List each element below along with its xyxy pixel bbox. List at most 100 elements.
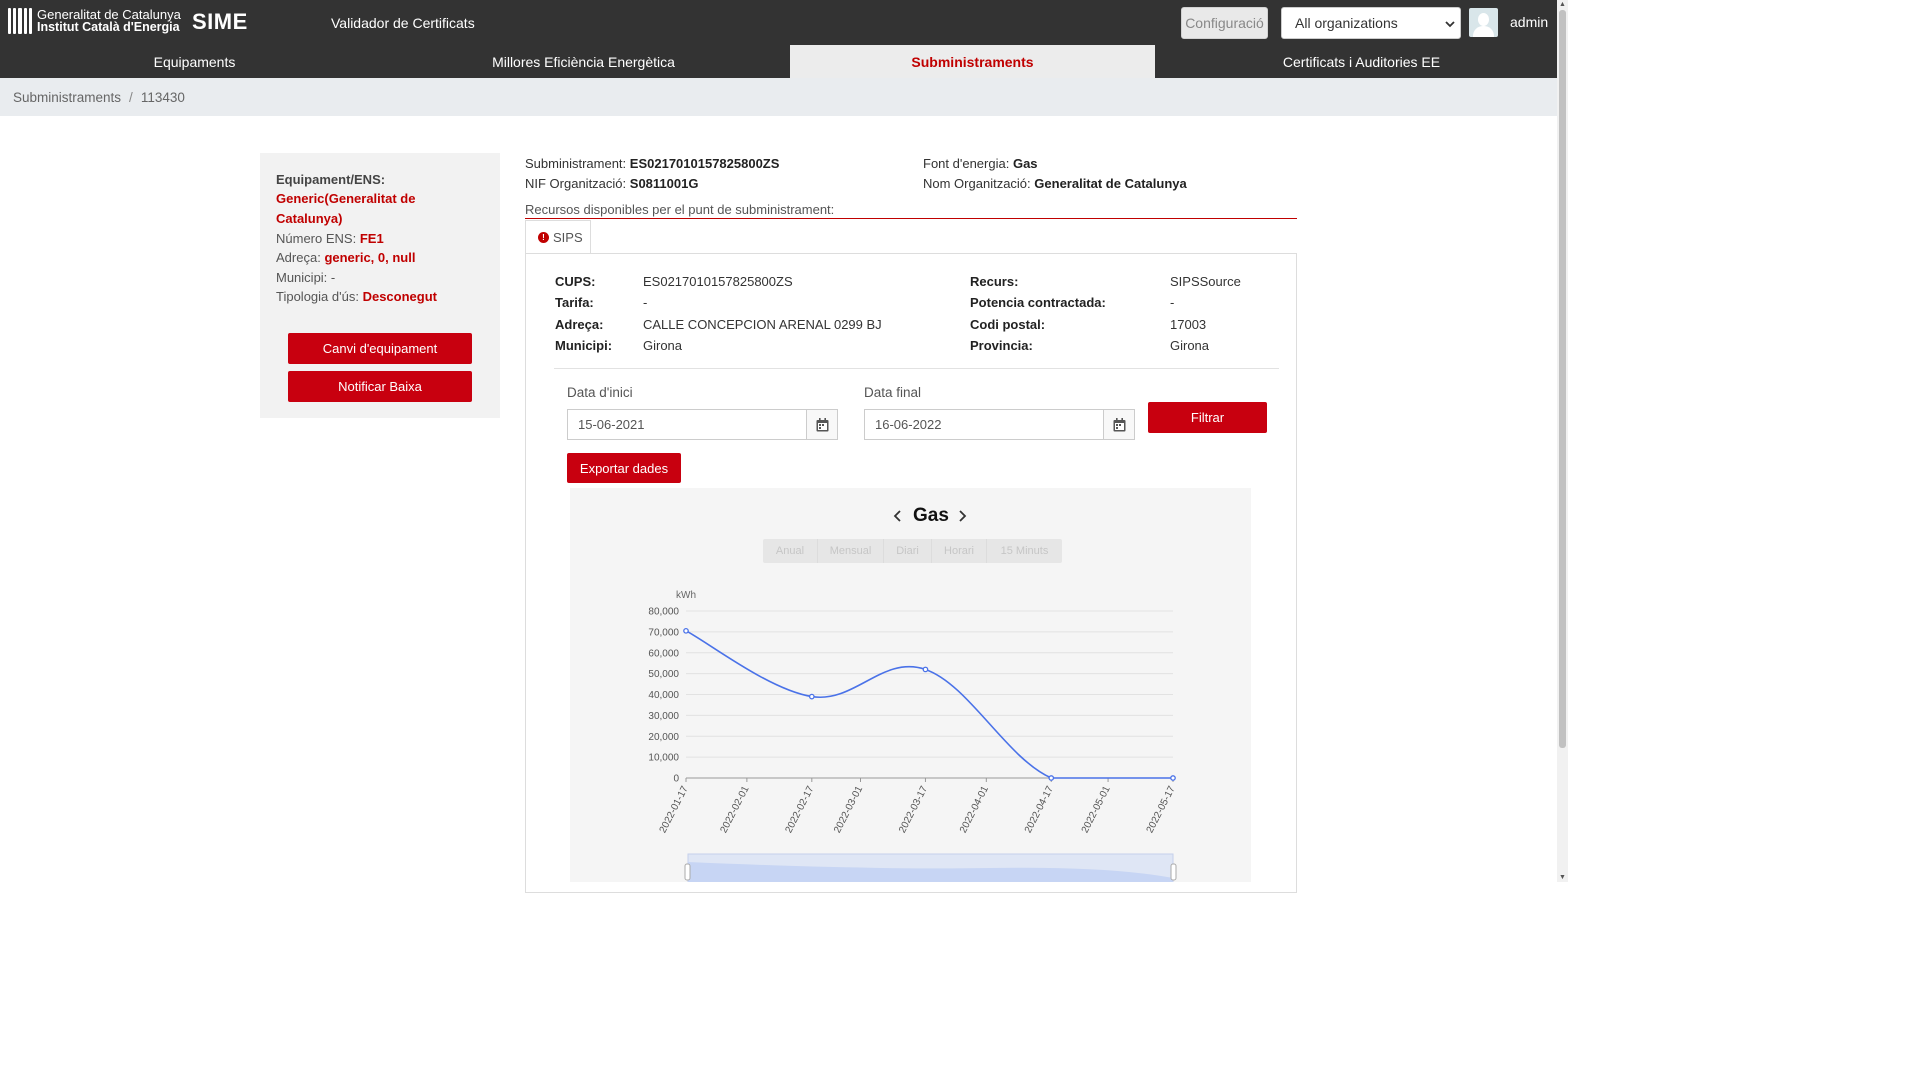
scroll-down-icon[interactable]: ▼	[1559, 874, 1566, 881]
x-tick-label: 2022-03-17	[897, 784, 930, 835]
ens-label: Número ENS:	[276, 231, 357, 246]
tab-equipaments[interactable]: Equipaments	[153, 53, 236, 70]
y-tick-label: 50,000	[648, 669, 679, 680]
tarifa-value: -	[643, 295, 648, 310]
line-chart: 0 10,000 20,000 30,000 40,000 50,000 60,000 70,…	[648, 590, 1178, 882]
change-equipment-button[interactable]: Canvi d'equipament	[288, 333, 472, 364]
tab-certificats[interactable]: Certificats i Auditories EE	[1282, 53, 1441, 70]
cups-label: CUPS:	[555, 274, 596, 289]
equipment-panel: Equipament/ENS: Generic(Generalitat de C…	[260, 153, 500, 418]
scroll-up-icon[interactable]: ▲	[1559, 1, 1566, 8]
provincia-value: Girona	[1170, 338, 1210, 353]
x-tick-label: 2022-02-17	[783, 784, 816, 835]
chart-title: Gas	[913, 505, 949, 526]
page-scrollbar[interactable]: ▲ ▼	[1557, 0, 1568, 882]
y-tick-label: 30,000	[648, 711, 679, 722]
resources-title: Recursos disponibles per el punt de subm…	[525, 202, 1297, 219]
organization-label: Nom Organització:	[923, 176, 1031, 191]
logo-line2: Institut Català d'Energia	[37, 20, 180, 34]
equipment-name-line2: Catalunya)	[276, 211, 343, 226]
energy-source-label: Font d'energia:	[923, 156, 1010, 171]
energy-source-row: Font d'energia: Gas	[923, 156, 1038, 171]
tipologia-value: Desconegut	[362, 289, 437, 304]
tipologia-label: Tipologia d'ús:	[276, 289, 359, 304]
start-date-calendar-button[interactable]	[806, 409, 838, 440]
x-tick-label: 2022-03-01	[832, 784, 865, 835]
export-data-button[interactable]: Exportar dades	[567, 453, 681, 483]
granularity-anual-button[interactable]: Anual	[763, 539, 818, 563]
y-tick-label: 80,000	[648, 607, 679, 618]
nif-value: S0811001G	[629, 176, 699, 191]
tarifa-label: Tarifa:	[555, 295, 594, 310]
data-point	[683, 627, 689, 634]
x-tick-label: 2022-01-17	[658, 784, 691, 835]
app-subtitle[interactable]: Validador de Certificats	[331, 15, 475, 31]
municipi-detail-value: Girona	[643, 338, 683, 353]
supply-value: ES0217010157825800ZS	[629, 156, 780, 171]
start-date-label: Data d'inici	[567, 385, 633, 400]
organization-select[interactable]: All organizations	[1281, 7, 1461, 39]
start-date-input[interactable]: 15-06-2021	[567, 409, 807, 440]
zoom-slider-handle-left	[684, 863, 691, 881]
municipi-detail-label: Municipi:	[555, 338, 613, 353]
user-avatar[interactable]	[1469, 8, 1498, 37]
x-tick-label: 2022-04-01	[958, 784, 991, 835]
zoom-slider-preview	[688, 862, 1173, 882]
end-date-input[interactable]: 16-06-2022	[864, 409, 1104, 440]
data-point	[808, 693, 815, 700]
app-name[interactable]: SIME	[192, 9, 248, 34]
tab-sips-label: SIPS	[553, 230, 583, 245]
data-point	[922, 666, 929, 673]
calendar-icon	[816, 417, 828, 431]
address-value: generic, 0, null	[324, 250, 416, 265]
breadcrumb-separator: /	[129, 89, 133, 105]
granularity-mensual-button[interactable]: Mensual	[818, 539, 884, 563]
notify-removal-button[interactable]: Notificar Baixa	[288, 371, 472, 402]
config-button[interactable]: Configuració	[1181, 7, 1268, 39]
breadcrumb: Subministraments / 113430	[0, 78, 1557, 116]
cups-value: ES0217010157825800ZS	[643, 274, 793, 289]
supply-label: Subministrament:	[525, 156, 627, 171]
chevron-down-icon	[1445, 21, 1455, 28]
tab-sips[interactable]: ! SIPS	[525, 220, 591, 254]
data-point	[1170, 775, 1176, 781]
chevron-left-icon[interactable]	[893, 509, 903, 523]
scrollbar-thumb[interactable]	[1559, 10, 1566, 748]
calendar-icon	[1113, 417, 1125, 431]
logo-line1: Generalitat de Catalunya	[37, 7, 181, 22]
codi-postal-label: Codi postal:	[970, 317, 1046, 332]
end-date-label: Data final	[864, 385, 922, 400]
tab-millores[interactable]: Millores Eficiència Energètica	[492, 53, 675, 70]
y-tick-label: 40,000	[648, 690, 679, 701]
user-name[interactable]: admin	[1510, 14, 1549, 30]
x-tick-label: 2022-05-01	[1080, 784, 1113, 835]
y-tick-label: 0	[673, 774, 679, 785]
tab-subministraments[interactable]: Subministraments	[790, 45, 1155, 78]
granularity-diari-button[interactable]: Diari	[884, 539, 932, 563]
potencia-label: Potencia contractada:	[970, 295, 1106, 310]
x-tick-label: 2022-02-01	[719, 784, 752, 835]
organization-value: Generalitat de Catalunya	[1034, 176, 1187, 191]
energy-source-value: Gas	[1012, 156, 1038, 171]
end-date-calendar-button[interactable]	[1103, 409, 1135, 440]
potencia-value: -	[1170, 295, 1175, 310]
generalitat-logo[interactable]: Generalitat de Catalunya Institut Català…	[8, 8, 181, 34]
zoom-slider-handle-right	[1170, 863, 1177, 881]
supply-id-row: Subministrament: ES0217010157825800ZS	[525, 156, 779, 171]
nif-row: NIF Organització: S0811001G	[525, 176, 698, 191]
y-tick-label: 60,000	[648, 648, 679, 659]
breadcrumb-item-subministraments[interactable]: Subministraments	[13, 89, 122, 105]
recurs-value: SIPSSource	[1170, 274, 1241, 289]
breadcrumb-item-current: 113430	[140, 89, 185, 105]
address-label: Adreça:	[276, 250, 321, 265]
organization-select-value: All organizations	[1295, 15, 1398, 31]
granularity-horari-button[interactable]: Horari	[932, 539, 987, 563]
ens-value: FE1	[359, 231, 384, 246]
chevron-right-icon[interactable]	[957, 509, 967, 523]
granularity-15min-button[interactable]: 15 Minuts	[1000, 545, 1049, 557]
adreca-value: CALLE CONCEPCION ARENAL 0299 BJ	[643, 317, 882, 332]
filter-button[interactable]: Filtrar	[1148, 402, 1267, 433]
y-tick-label: 20,000	[648, 732, 679, 743]
divider	[554, 368, 1279, 369]
y-tick-label: 70,000	[648, 627, 679, 638]
